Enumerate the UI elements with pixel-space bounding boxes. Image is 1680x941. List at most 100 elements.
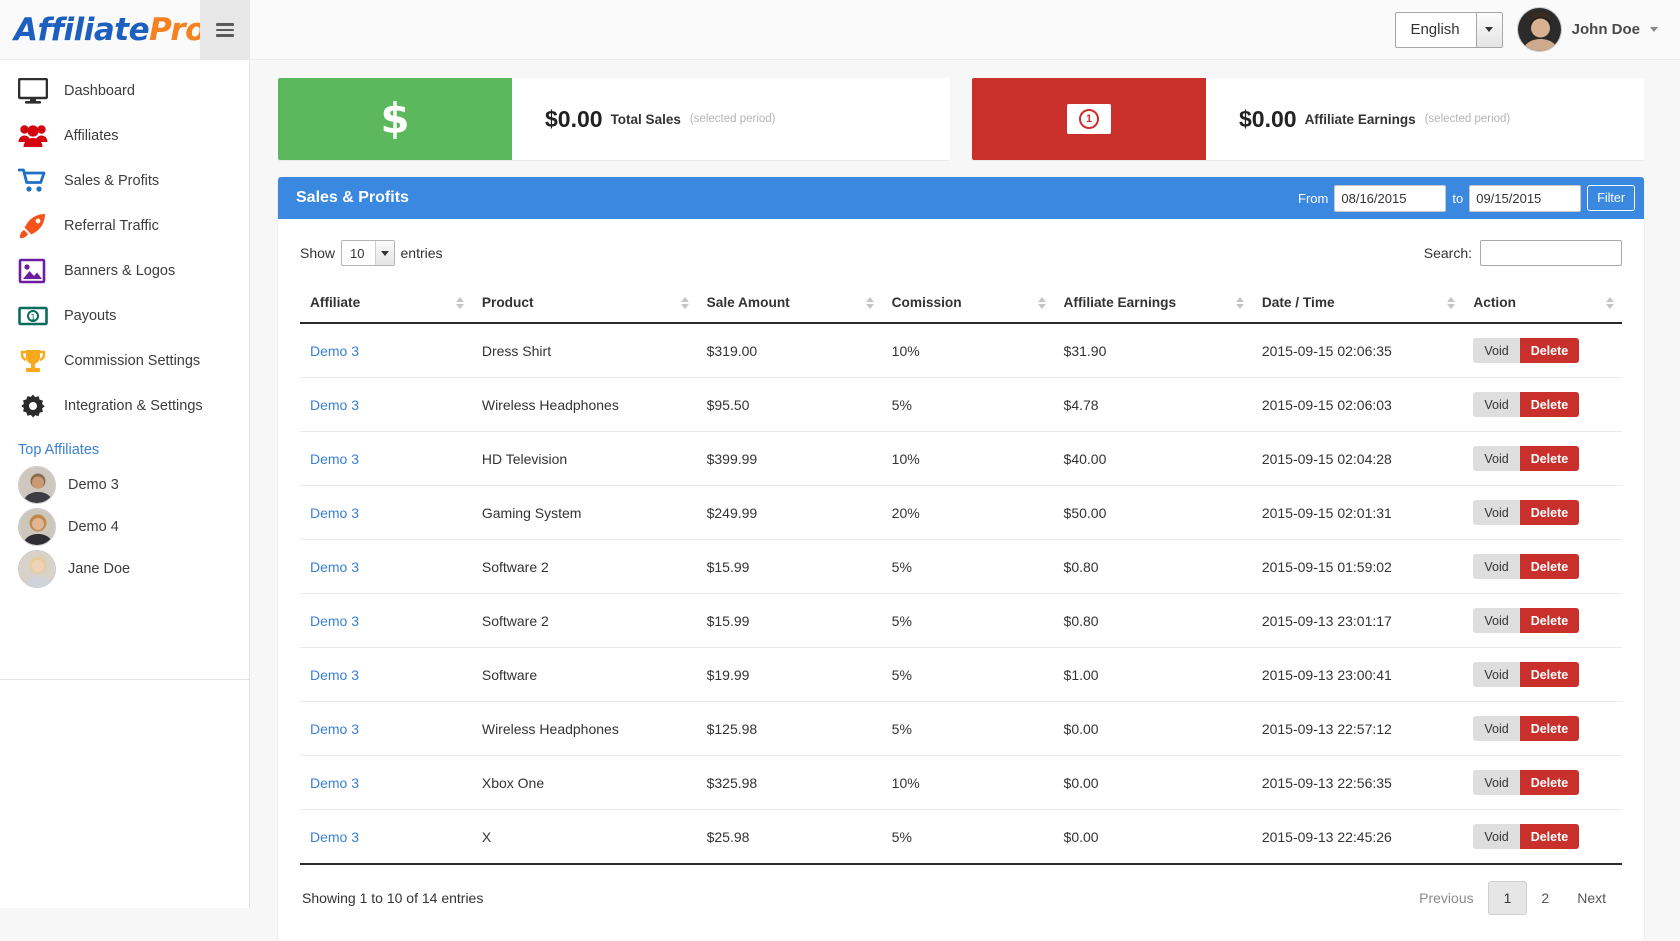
dollar-glyph: $ <box>380 94 410 143</box>
column-header-action[interactable]: Action <box>1463 283 1622 324</box>
void-button[interactable]: Void <box>1473 554 1520 579</box>
cell-date-time: 2015-09-15 02:06:03 <box>1251 377 1464 432</box>
delete-button[interactable]: Delete <box>1519 608 1580 633</box>
sidebar-item-integration-settings[interactable]: Integration & Settings <box>0 383 249 428</box>
column-header-affiliate-earnings[interactable]: Affiliate Earnings <box>1053 283 1252 324</box>
delete-button[interactable]: Delete <box>1519 770 1580 795</box>
void-button[interactable]: Void <box>1473 662 1520 687</box>
affiliate-link[interactable]: Demo 3 <box>310 396 360 413</box>
sidebar-item-commission-settings[interactable]: Commission Settings <box>0 338 249 383</box>
sidebar-item-sales-profits[interactable]: Sales & Profits <box>0 158 249 203</box>
affiliate-link[interactable]: Demo 3 <box>310 720 360 737</box>
user-menu[interactable]: John Doe <box>1516 7 1658 52</box>
void-button[interactable]: Void <box>1473 824 1520 849</box>
affiliate-link[interactable]: Demo 3 <box>310 342 360 359</box>
chevron-down-icon[interactable] <box>1475 12 1502 47</box>
cell-affiliate: Demo 3 <box>300 755 472 810</box>
action-buttons: Void Delete <box>1473 554 1612 579</box>
top-affiliate-item[interactable]: Demo 4 <box>0 506 249 548</box>
affiliate-link[interactable]: Demo 3 <box>310 774 360 791</box>
banknote-glyph: 1 <box>1067 104 1111 134</box>
hamburger-lines <box>216 20 234 40</box>
top-affiliate-item[interactable]: Jane Doe <box>0 548 249 590</box>
delete-button[interactable]: Delete <box>1519 716 1580 741</box>
affiliate-link[interactable]: Demo 3 <box>310 504 360 521</box>
void-button[interactable]: Void <box>1473 338 1520 363</box>
sidebar-item-label: Banners & Logos <box>64 262 176 279</box>
column-header-comission[interactable]: Comission <box>881 283 1054 324</box>
sidebar-item-banners-logos[interactable]: Banners & Logos <box>0 248 249 293</box>
cell-action: Void Delete <box>1463 323 1622 378</box>
sidebar-panel: AffiliatePro Dashboard Affiliates <box>0 0 249 680</box>
cell-action: Void Delete <box>1463 809 1622 865</box>
void-button[interactable]: Void <box>1473 500 1520 525</box>
table-header-row: Affiliate Product Sale Amount Comission … <box>300 283 1622 324</box>
hamburger-icon[interactable] <box>200 0 250 60</box>
pagination-next[interactable]: Next <box>1577 890 1606 906</box>
affiliate-link[interactable]: Demo 3 <box>310 612 360 629</box>
delete-button[interactable]: Delete <box>1519 824 1580 849</box>
delete-button[interactable]: Delete <box>1519 338 1580 363</box>
to-date-input[interactable] <box>1469 184 1582 212</box>
cell-comission: 5% <box>881 377 1054 432</box>
entries-value: 10 <box>350 245 365 261</box>
table-row: Demo 3 Software 2 $15.99 5% $0.80 2015-09-13 … <box>300 593 1622 648</box>
delete-button[interactable]: Delete <box>1519 662 1580 687</box>
cell-affiliate-earnings: $0.00 <box>1053 809 1252 865</box>
cell-affiliate: Demo 3 <box>300 539 472 594</box>
sidebar-item-label: Sales & Profits <box>64 172 160 189</box>
cell-affiliate: Demo 3 <box>300 593 472 648</box>
top-affiliate-item[interactable]: Demo 3 <box>0 464 249 506</box>
action-buttons: Void Delete <box>1473 338 1612 363</box>
column-header-sale-amount[interactable]: Sale Amount <box>696 283 882 324</box>
delete-button[interactable]: Delete <box>1519 500 1580 525</box>
total-sales-amount: $0.00 <box>545 105 603 132</box>
sidebar-item-dashboard[interactable]: Dashboard <box>0 68 249 113</box>
from-date-input[interactable] <box>1334 184 1447 212</box>
total-sales-body: $0.00 Total Sales (selected period) <box>512 78 950 160</box>
affiliate-link[interactable]: Demo 3 <box>310 666 360 683</box>
logo-affiliate-text: Affiliate <box>14 11 150 48</box>
cell-affiliate: Demo 3 <box>300 485 472 540</box>
sidebar-item-payouts[interactable]: 1 Payouts <box>0 293 249 338</box>
monitor-icon <box>18 75 58 107</box>
void-button[interactable]: Void <box>1473 608 1520 633</box>
action-buttons: Void Delete <box>1473 500 1612 525</box>
pagination-page-2[interactable]: 2 <box>1541 890 1550 906</box>
sidebar-item-label: Referral Traffic <box>64 217 159 234</box>
affiliate-earnings-amount: $0.00 <box>1239 105 1297 132</box>
delete-button[interactable]: Delete <box>1519 392 1580 417</box>
void-button[interactable]: Void <box>1473 392 1520 417</box>
delete-button[interactable]: Delete <box>1519 554 1580 579</box>
affiliate-link[interactable]: Demo 3 <box>310 558 360 575</box>
filter-button[interactable]: Filter <box>1587 185 1635 211</box>
sort-icon <box>680 296 689 309</box>
chevron-down-icon[interactable] <box>374 241 394 265</box>
void-button[interactable]: Void <box>1473 446 1520 471</box>
column-header-product[interactable]: Product <box>471 283 697 324</box>
search-input[interactable] <box>1480 240 1622 266</box>
affiliate-link[interactable]: Demo 3 <box>310 450 360 467</box>
void-button[interactable]: Void <box>1473 716 1520 741</box>
sidebar-item-referral-traffic[interactable]: Referral Traffic <box>0 203 249 248</box>
delete-button[interactable]: Delete <box>1519 446 1580 471</box>
column-header-date-time[interactable]: Date / Time <box>1251 283 1464 324</box>
language-value: English <box>1410 21 1460 38</box>
cell-product: X <box>471 809 697 865</box>
cell-affiliate: Demo 3 <box>300 809 472 865</box>
pagination-page-1[interactable]: 1 <box>1487 881 1528 915</box>
language-select[interactable]: English <box>1395 11 1503 48</box>
dollar-icon: $ <box>278 78 512 160</box>
people-icon <box>18 120 58 152</box>
cell-comission: 5% <box>881 539 1054 594</box>
column-header-affiliate[interactable]: Affiliate <box>300 283 472 324</box>
cell-product: Dress Shirt <box>471 323 697 378</box>
sidebar-item-affiliates[interactable]: Affiliates <box>0 113 249 158</box>
total-sales-card: $ $0.00 Total Sales (selected period) <box>278 78 950 160</box>
cell-sale-amount: $25.98 <box>696 809 882 865</box>
pagination-previous[interactable]: Previous <box>1419 890 1474 906</box>
cell-comission: 20% <box>881 485 1054 540</box>
affiliate-link[interactable]: Demo 3 <box>310 828 360 845</box>
entries-select[interactable]: 10 <box>341 240 395 266</box>
void-button[interactable]: Void <box>1473 770 1520 795</box>
